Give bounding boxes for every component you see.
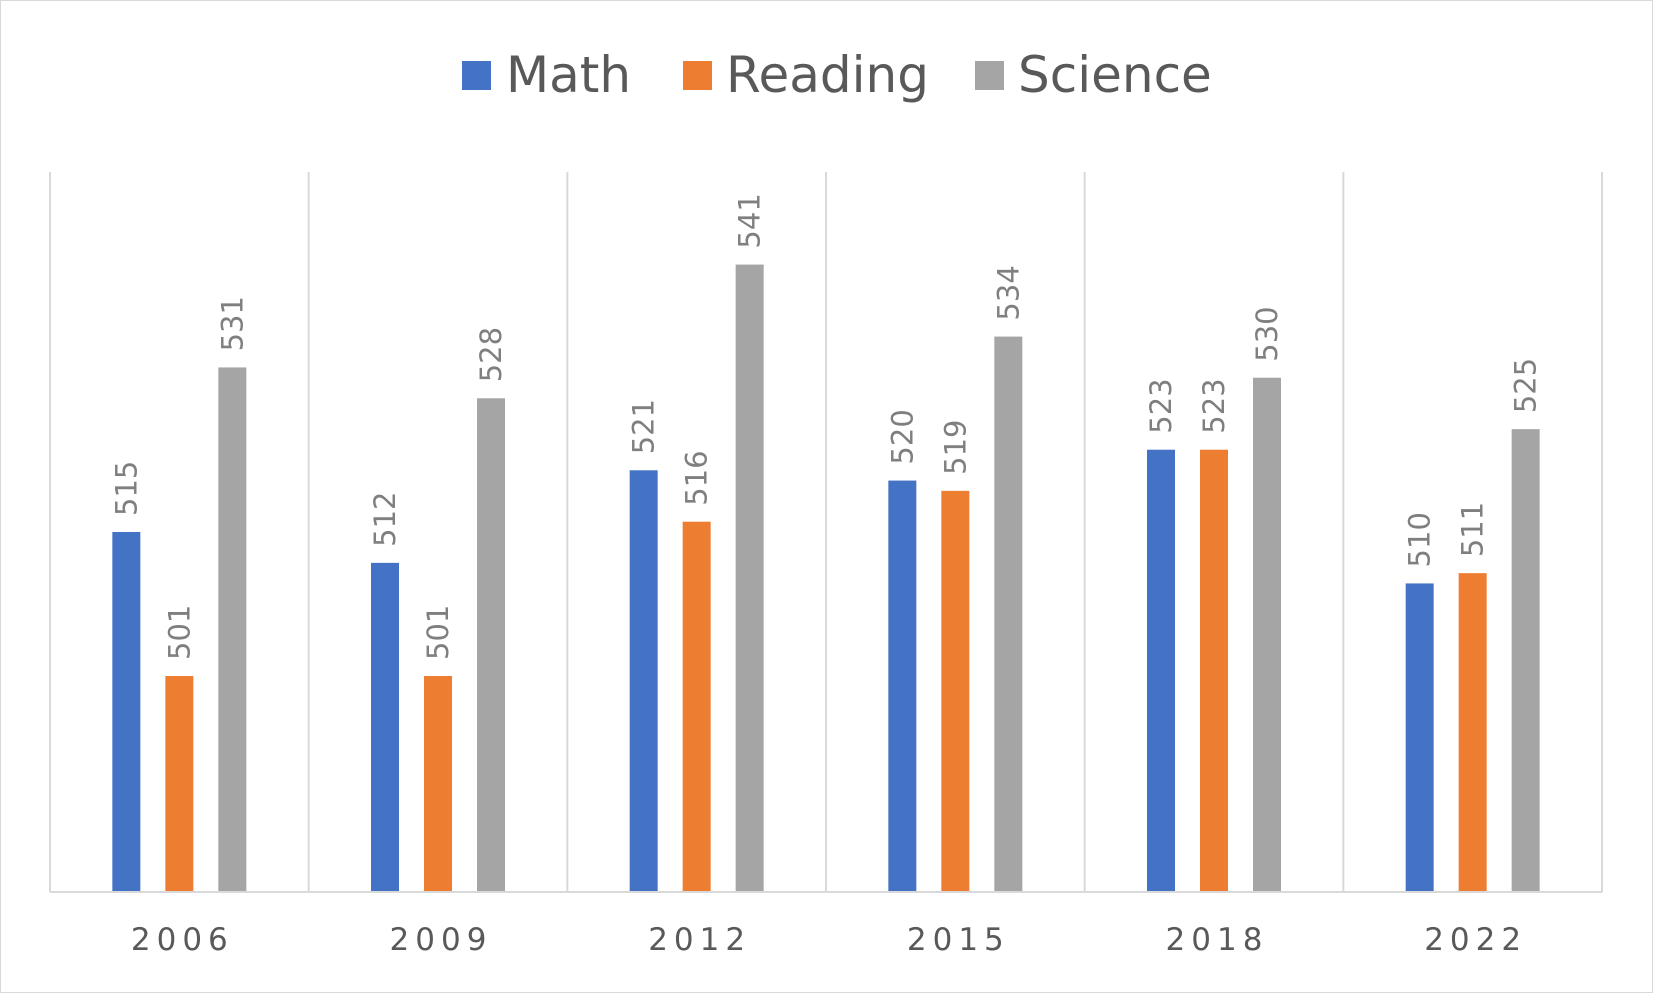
- data-label-math-2018: 523: [1144, 378, 1178, 433]
- bar-reading-2022: [1458, 573, 1487, 892]
- bar-science-2022: [1511, 429, 1540, 892]
- legend-label-science: Science: [1018, 46, 1212, 104]
- bar-math-2006: [112, 532, 141, 892]
- x-tick-label: 2012: [648, 922, 751, 958]
- data-label-math-2012: 521: [627, 399, 661, 454]
- legend-label-math: Math: [506, 46, 631, 104]
- bar-math-2018: [1147, 449, 1175, 892]
- x-tick-label: 2006: [131, 922, 234, 958]
- x-tick-label: 2009: [390, 922, 493, 958]
- x-tick-label: 2018: [1166, 922, 1269, 958]
- legend: Math Reading Science: [462, 46, 1212, 104]
- bar-science-2006: [218, 367, 247, 892]
- data-label-reading-2015: 519: [938, 419, 972, 474]
- data-label-reading-2006: 501: [162, 605, 196, 660]
- data-label-reading-2012: 516: [680, 450, 714, 505]
- bar-science-2015: [994, 336, 1023, 893]
- bar-reading-2012: [682, 521, 711, 892]
- data-label-reading-2018: 523: [1197, 378, 1231, 433]
- bar-reading-2015: [941, 490, 970, 892]
- data-labels-group: 515 501 531 512 501 528 521 516 541 520 519 534 523 5…: [109, 193, 1542, 660]
- data-label-science-2009: 528: [474, 327, 508, 382]
- x-tick-label: 2022: [1424, 922, 1527, 958]
- bar-reading-2009: [424, 676, 452, 892]
- data-label-math-2006: 515: [109, 461, 143, 516]
- data-label-science-2022: 525: [1509, 358, 1543, 413]
- data-label-science-2018: 530: [1250, 306, 1284, 361]
- legend-swatch-science: [975, 61, 1004, 90]
- bar-science-2012: [735, 264, 764, 893]
- bar-math-2009: [371, 562, 399, 892]
- legend-item-math: Math: [462, 46, 631, 104]
- x-axis-tick-labels: 2006 2009 2012 2015 2018 2022: [131, 922, 1527, 958]
- bar-math-2012: [629, 470, 658, 892]
- x-tick-label: 2015: [907, 922, 1010, 958]
- bar-science-2018: [1253, 377, 1281, 892]
- data-label-science-2012: 541: [733, 193, 767, 248]
- data-label-math-2022: 510: [1403, 512, 1437, 567]
- legend-label-reading: Reading: [726, 46, 929, 104]
- bar-reading-2018: [1200, 449, 1228, 892]
- data-label-science-2006: 531: [215, 296, 249, 351]
- legend-item-science: Science: [975, 46, 1212, 104]
- bar-series-group: [112, 264, 1540, 893]
- data-label-reading-2022: 511: [1456, 502, 1490, 557]
- bar-math-2015: [888, 480, 917, 892]
- legend-item-reading: Reading: [683, 46, 929, 104]
- category-gridlines: [49, 172, 1603, 892]
- bar-science-2009: [477, 398, 505, 892]
- legend-swatch-math: [462, 61, 491, 90]
- data-label-science-2015: 534: [991, 265, 1025, 320]
- data-label-math-2009: 512: [368, 491, 402, 546]
- data-label-reading-2009: 501: [421, 605, 455, 660]
- bar-math-2022: [1405, 583, 1434, 892]
- data-label-math-2015: 520: [885, 409, 919, 464]
- bar-reading-2006: [165, 676, 194, 892]
- legend-swatch-reading: [683, 61, 712, 90]
